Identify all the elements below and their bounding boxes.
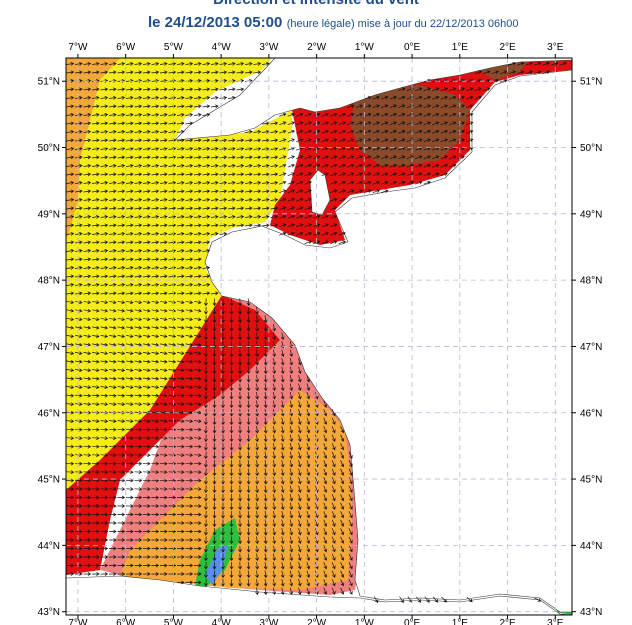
latitude-labels-right: 51°N 50°N 49°N 48°N 47°N 46°N 45°N 44°N 43°N (572, 77, 602, 618)
latitude-label: 46°N (38, 408, 60, 419)
latitude-labels-left: 51°N 50°N 49°N 48°N 47°N 46°N 45°N 44°N 43°N (38, 77, 66, 618)
land-france (204, 69, 572, 613)
zone-moderate-wind-west (66, 58, 120, 240)
longitude-labels-bottom: 7°W 6°W 5°W 4°W 3°W 2°W 1°W 0°E 1°E 2°E 3°E (68, 615, 564, 625)
latitude-label: 48°N (38, 276, 60, 287)
longitude-label: 3°E (547, 618, 564, 625)
longitude-label: 4°W (212, 618, 232, 625)
wind-field (66, 58, 572, 615)
longitude-label: 3°W (259, 42, 279, 53)
zone-very-calm-south (205, 545, 228, 585)
wind-arrow-field (66, 61, 567, 604)
longitude-label: 7°W (68, 618, 88, 625)
longitude-label: 3°W (259, 618, 279, 625)
latitude-label: 47°N (38, 342, 60, 353)
map-title: Direction et intensité du vent (0, 0, 632, 8)
longitude-label: 7°W (68, 42, 88, 53)
latitude-label: 46°N (580, 408, 602, 419)
longitude-label: 2°W (307, 42, 327, 53)
longitude-label: 1°W (355, 42, 375, 53)
forecast-date-line: le 24/12/2013 05:00 (heure légale) mise … (148, 14, 519, 32)
latitude-label: 44°N (580, 541, 602, 552)
forecast-date: le 24/12/2013 05:00 (148, 14, 283, 31)
latitude-label: 50°N (580, 143, 602, 154)
plot-frame (65, 57, 573, 616)
map-grid (66, 58, 572, 615)
longitude-label: 0°E (404, 42, 421, 53)
land-england (174, 58, 572, 141)
longitude-label: 1°E (452, 618, 469, 625)
longitude-label: 1°W (355, 618, 375, 625)
zone-very-strong-wind (350, 85, 470, 165)
latitude-label: 49°N (38, 209, 60, 220)
latitude-label: 45°N (38, 475, 60, 486)
latitude-label: 43°N (38, 607, 60, 618)
wind-arrows (66, 61, 567, 604)
longitude-label: 3°E (547, 42, 564, 53)
longitude-labels-top: 7°W 6°W 5°W 4°W 3°W 2°W 1°W 0°E 1°E 2°E 3°E (68, 42, 564, 58)
longitude-label: 6°W (116, 42, 136, 53)
latitude-label: 51°N (580, 77, 602, 88)
latitude-label: 51°N (38, 77, 60, 88)
latitude-label: 50°N (38, 143, 60, 154)
update-note: (heure légale) mise à jour du 22/12/2013… (286, 18, 519, 30)
longitude-label: 2°W (307, 618, 327, 625)
longitude-label: 0°E (404, 618, 421, 625)
latitude-label: 45°N (580, 475, 602, 486)
longitude-label: 5°W (164, 618, 184, 625)
longitude-label: 4°W (212, 42, 232, 53)
zone-strong-wind-biscay (66, 295, 280, 575)
latitude-label: 47°N (580, 342, 602, 353)
longitude-label: 1°E (452, 42, 469, 53)
longitude-label: 2°E (499, 42, 516, 53)
longitude-label: 6°W (116, 618, 136, 625)
latitude-label: 48°N (580, 276, 602, 287)
latitude-label: 49°N (580, 209, 602, 220)
latitude-label: 43°N (580, 607, 602, 618)
longitude-label: 5°W (164, 42, 184, 53)
longitude-label: 2°E (499, 618, 516, 625)
latitude-label: 44°N (38, 541, 60, 552)
land-cotentin (309, 169, 331, 216)
